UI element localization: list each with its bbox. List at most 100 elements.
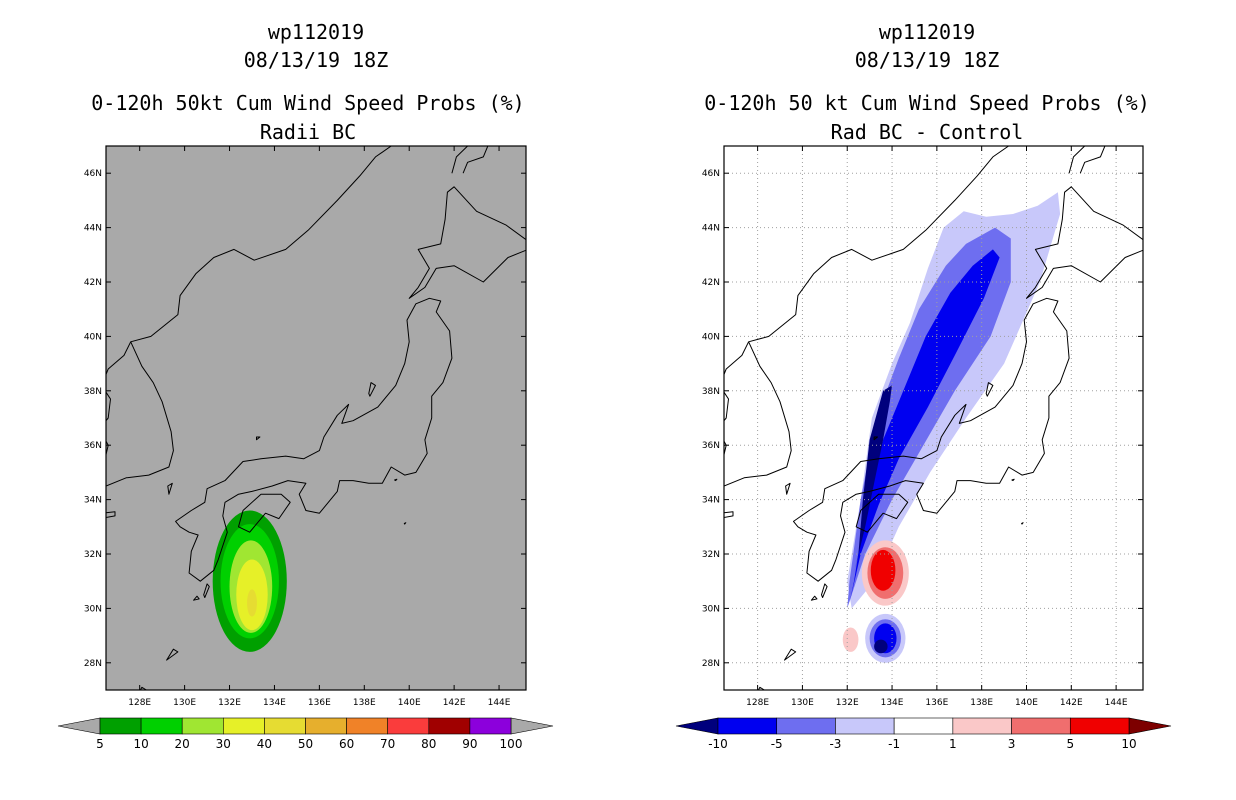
left-colorbar: 5 10 20 30 40 50 60 70 80 90 100: [57, 717, 554, 751]
left-coastline-okinawa: [139, 686, 147, 690]
right-colorbar-under-arrow: [675, 717, 719, 735]
left-y-tick-label: 38N: [84, 387, 102, 397]
left-coastline-jeju: [106, 511, 116, 518]
left-colorbar-label: 40: [257, 737, 272, 751]
left-y-tick-label: 30N: [84, 604, 102, 614]
right-contour-0: [847, 192, 1061, 609]
right-x-tick-label: 144E: [1105, 698, 1128, 708]
left-colorbar-swatch: [223, 717, 265, 735]
left-map-background: [106, 146, 526, 690]
right-x-tick-label: 134E: [881, 698, 904, 708]
right-y-tick-label: 44N: [702, 224, 720, 234]
left-x-tick-label: 128E: [128, 698, 151, 708]
right-coastline-sakhalin: [1068, 146, 1086, 174]
left-colorbar-label: 100: [500, 737, 523, 751]
left-x-tick-label: 144E: [488, 698, 511, 708]
left-x-tick-label: 138E: [353, 698, 376, 708]
right-map-layer: [724, 146, 1143, 690]
left-coastline-tsushima: [167, 482, 173, 495]
right-y-tick-label: 38N: [702, 387, 720, 397]
left-y-tick-label: 44N: [84, 224, 102, 234]
right-title-id: wp112019: [878, 20, 976, 44]
right-colorbar-label: 3: [1008, 737, 1016, 751]
right-y-tick-label: 36N: [702, 441, 720, 451]
right-x-tick-label: 138E: [970, 698, 993, 708]
left-colorbar-label: 20: [175, 737, 190, 751]
right-coastline-amami: [784, 648, 797, 661]
right-map-frame: [723, 145, 1144, 691]
right-coastline-sado: [985, 382, 994, 397]
right-contour-7: [842, 627, 859, 652]
left-title-date: 08/13/19 18Z: [243, 48, 389, 72]
right-map-panel: 128E 130E 132E 134E 136E 138E 140E 142E 144E 28N 3…: [702, 145, 1144, 708]
left-y-tick-label: 40N: [84, 332, 102, 342]
left-colorbar-swatch: [428, 717, 471, 735]
right-contour-2: [849, 249, 1000, 603]
left-coastline-hokkaido: [408, 186, 526, 299]
right-colorbar-label: -3: [829, 737, 841, 751]
left-colorbar-label: 50: [298, 737, 313, 751]
left-colorbar-over-arrow: [510, 717, 554, 735]
right-contour-6: [870, 549, 896, 591]
right-y-tick-label: 34N: [702, 496, 720, 506]
right-x-tick-label: 130E: [791, 698, 814, 708]
left-map-panel: 128E 130E 132E 134E 136E 138E 140E 142E 144E 28N 3…: [84, 145, 527, 708]
right-title-product: 0-120h 50 kt Cum Wind Speed Probs (%): [704, 91, 1150, 115]
right-colorbar-label: -5: [771, 737, 783, 751]
right-colorbar-label: 10: [1121, 737, 1136, 751]
right-title-subtitle: Rad BC - Control: [830, 120, 1024, 144]
left-x-tick-label: 142E: [443, 698, 466, 708]
right-x-tick-label: 136E: [925, 698, 948, 708]
left-title-subtitle: Radii BC: [259, 120, 357, 144]
left-x-tick-label: 140E: [398, 698, 421, 708]
right-coastline-japan-main: [793, 297, 1070, 582]
left-coastline-oki: [256, 436, 261, 441]
right-colorbar-swatch: [717, 717, 778, 735]
left-x-tick-label: 130E: [173, 698, 196, 708]
left-colorbar-swatch: [346, 717, 389, 735]
left-coastline-japan-main: [175, 297, 453, 582]
left-coastline-yakushima: [193, 595, 200, 601]
left-coastline-sado: [368, 382, 376, 397]
right-colorbar-label: 1: [949, 737, 957, 751]
left-colorbar-label: 90: [462, 737, 477, 751]
right-colorbar-label: 5: [1066, 737, 1074, 751]
left-colorbar-swatch: [140, 717, 183, 735]
right-coastline-okinawa: [757, 686, 765, 690]
left-map-layer: [106, 146, 526, 690]
left-x-tick-label: 134E: [263, 698, 286, 708]
left-y-tick-label: 34N: [84, 496, 102, 506]
left-colorbar-swatch: [305, 717, 347, 735]
left-coastline-korea-south: [106, 341, 174, 487]
right-title-date: 08/13/19 18Z: [854, 48, 1000, 72]
right-colorbar: -10 -5 -3 -1 1 3 5 10: [675, 717, 1172, 751]
right-coastline-sakhalin-east: [1079, 146, 1106, 174]
left-colorbar-swatch: [469, 717, 512, 735]
right-coastline-oki: [873, 436, 878, 441]
right-x-tick-label: 132E: [836, 698, 859, 708]
left-colorbar-under-arrow: [57, 717, 101, 735]
right-colorbar-label: -1: [888, 737, 900, 751]
left-coastline-hachijo: [403, 522, 407, 525]
left-colorbar-swatch: [181, 717, 224, 735]
right-y-tick-label: 28N: [702, 659, 720, 669]
right-y-tick-label: 40N: [702, 332, 720, 342]
right-coastline-tanegashima: [821, 583, 828, 598]
right-coastline-jeju: [724, 511, 734, 518]
left-colorbar-label: 70: [380, 737, 395, 751]
right-colorbar-over-arrow: [1128, 717, 1172, 735]
left-colorbar-swatch: [264, 717, 306, 735]
left-coastline-amami: [166, 648, 179, 661]
right-coastline-shikoku: [855, 493, 909, 533]
left-colorbar-label: 80: [421, 737, 436, 751]
right-contour-3: [854, 385, 892, 573]
left-coastline-korea: [106, 146, 392, 486]
right-colorbar-swatch: [1011, 717, 1071, 735]
left-colorbar-swatch: [99, 717, 142, 735]
right-colorbar-swatch: [893, 717, 954, 735]
left-colorbar-label: 30: [216, 737, 231, 751]
right-colorbar-label: -10: [708, 737, 728, 751]
right-y-tick-label: 46N: [702, 169, 720, 179]
left-y-tick-label: 42N: [84, 278, 102, 288]
